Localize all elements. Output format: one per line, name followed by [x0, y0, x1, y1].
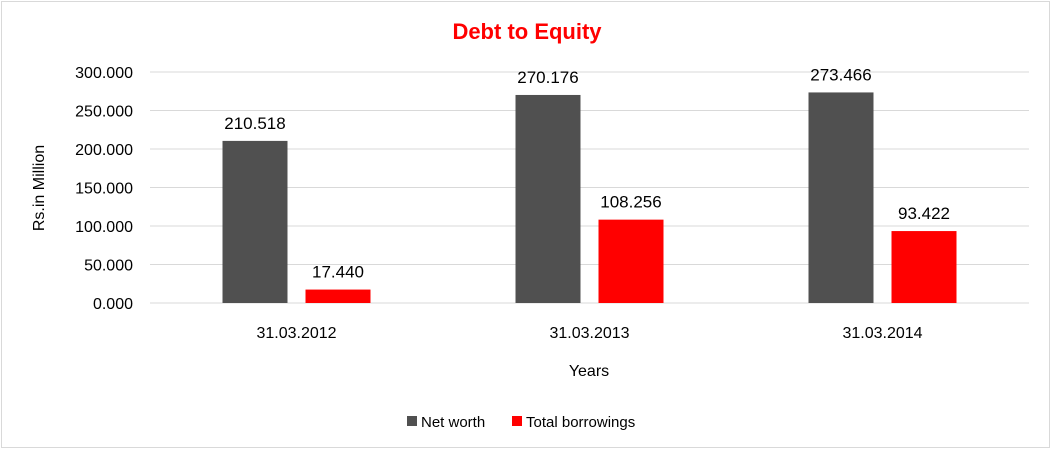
- bar-total-borrowings: [598, 219, 664, 303]
- data-label: 17.440: [312, 263, 364, 282]
- gridlines: [150, 71, 1029, 304]
- legend: Net worth Total borrowings: [407, 414, 635, 431]
- data-label: 270.176: [517, 68, 578, 87]
- y-tick-label: 250.000: [75, 104, 133, 121]
- y-tick-label: 0.000: [93, 296, 133, 313]
- y-tick-label: 100.000: [75, 219, 133, 236]
- y-axis-title: Rs.in Million: [31, 145, 48, 231]
- data-label: 273.466: [810, 65, 871, 84]
- bar-net-worth: [808, 92, 874, 303]
- y-tick-label: 200.000: [75, 142, 133, 159]
- legend-label: Net worth: [421, 414, 485, 431]
- bar-net-worth: [222, 140, 288, 303]
- x-axis-title: Years: [569, 363, 609, 380]
- y-tick-label: 150.000: [75, 181, 133, 198]
- data-label: 93.422: [898, 204, 950, 223]
- data-labels: 210.518 17.440 270.176 108.256 273.466 93.422: [224, 65, 950, 281]
- bar-net-worth: [515, 94, 581, 303]
- bars: [222, 92, 957, 303]
- x-tick-label: 31.03.2014: [842, 325, 922, 342]
- legend-swatch: [407, 416, 417, 426]
- chart-title: Debt to Equity: [452, 19, 602, 44]
- data-label: 108.256: [600, 193, 661, 212]
- bar-total-borrowings: [305, 289, 371, 303]
- legend-swatch: [512, 416, 522, 426]
- y-tick-label: 300.000: [75, 65, 133, 82]
- data-label: 210.518: [224, 114, 285, 133]
- y-tick-label: 50.000: [84, 258, 133, 275]
- x-tick-label: 31.03.2012: [256, 325, 336, 342]
- y-axis-ticks: 0.000 50.000 100.000 150.000 200.000 250.000 3…: [75, 65, 133, 313]
- x-tick-label: 31.03.2013: [549, 325, 629, 342]
- legend-label: Total borrowings: [526, 414, 635, 431]
- x-axis-ticks: 31.03.2012 31.03.2013 31.03.2014: [256, 325, 922, 342]
- bar-total-borrowings: [891, 231, 957, 303]
